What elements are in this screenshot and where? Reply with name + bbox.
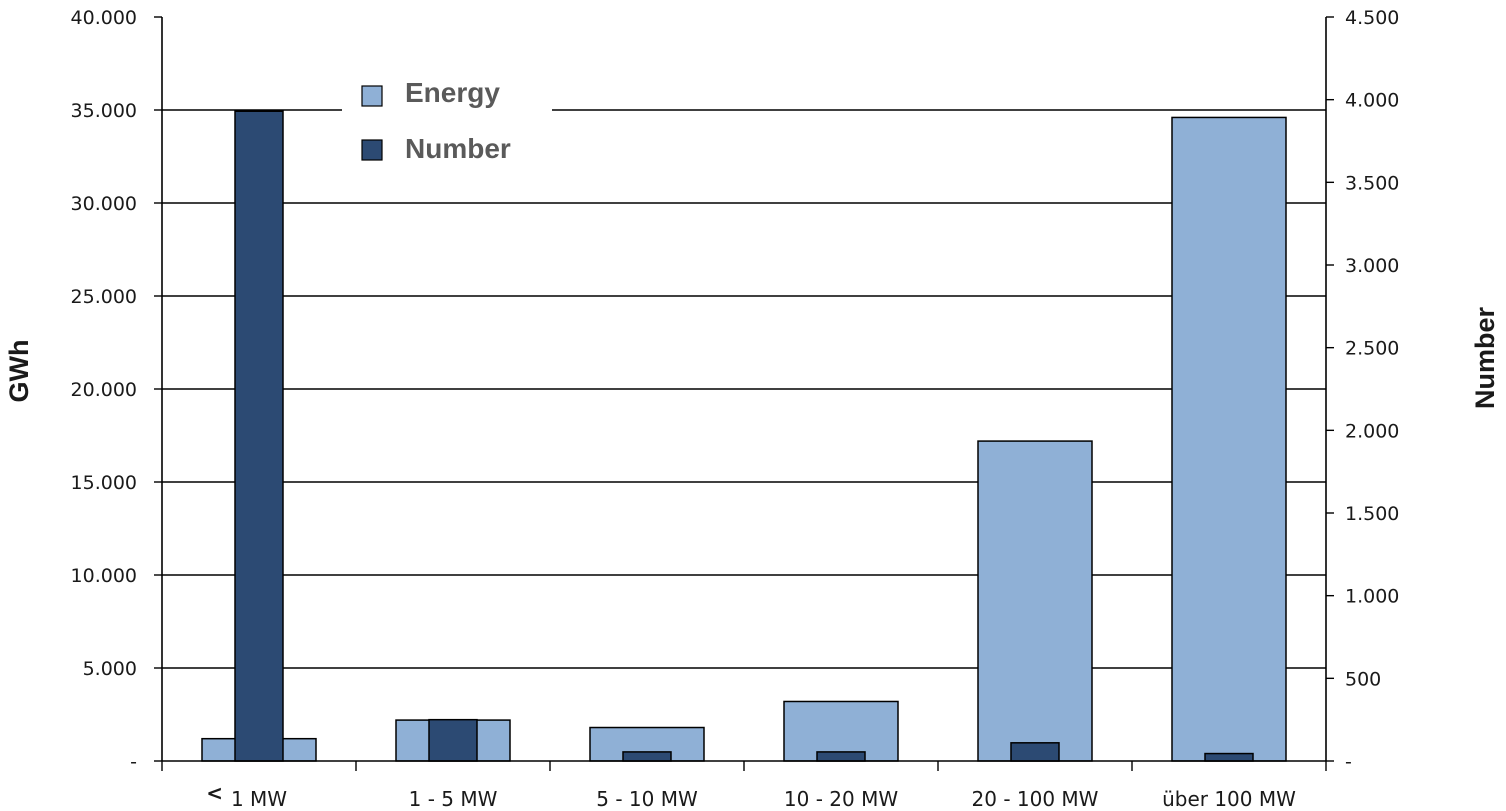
x-tick-label: 20 - 100 MW xyxy=(972,787,1099,811)
legend: Energy Number xyxy=(342,66,552,176)
y-tick-label-left: 15.000 xyxy=(71,472,137,494)
y-tick-label-right: 500 xyxy=(1345,668,1381,690)
y-tick-label-left: 10.000 xyxy=(71,565,137,587)
bar-energy xyxy=(977,440,1093,762)
y-axis-title-left: GWh xyxy=(4,340,34,403)
y-tick-label-left: 35.000 xyxy=(71,100,137,122)
legend-swatch-number xyxy=(361,139,383,161)
bar-number xyxy=(234,110,284,762)
y-tick-label-left: - xyxy=(130,751,137,773)
legend-label-number: Number xyxy=(405,133,511,164)
y-tick-label-left: 5.000 xyxy=(83,658,137,680)
bar-energy xyxy=(1171,116,1287,762)
y-tick-label-left: 20.000 xyxy=(71,379,137,401)
bars xyxy=(201,110,1287,762)
y-tick-label-right: 2.000 xyxy=(1345,420,1399,442)
y-tick-label-right: - xyxy=(1345,751,1352,773)
bar-number xyxy=(1204,752,1254,762)
x-tick-label: 10 - 20 MW xyxy=(784,787,898,811)
y-tick-label-right: 2.500 xyxy=(1345,338,1399,360)
y-tick-label-right: 4.000 xyxy=(1345,90,1399,112)
x-tick-label: 1 MW xyxy=(231,787,287,811)
x-tick-label-prefix: < xyxy=(206,781,223,805)
x-tick-label: 5 - 10 MW xyxy=(596,787,698,811)
y-tick-label-left: 30.000 xyxy=(71,193,137,215)
y-axis-title-right: Number xyxy=(1470,307,1500,410)
y-tick-label-left: 25.000 xyxy=(71,286,137,308)
legend-swatch-energy xyxy=(361,85,383,107)
bar-number xyxy=(1010,742,1060,762)
y-tick-label-right: 1.000 xyxy=(1345,586,1399,608)
y-tick-label-right: 4.500 xyxy=(1345,7,1399,29)
x-tick-label: über 100 MW xyxy=(1162,787,1296,811)
bar-number xyxy=(622,751,672,762)
y-tick-label-right: 1.500 xyxy=(1345,503,1399,525)
y-tick-label-left: 40.000 xyxy=(71,7,137,29)
y-tick-label-right: 3.000 xyxy=(1345,255,1399,277)
axes: - 5.000 10.000 15.000 20.000 25.000 30.000 35.0… xyxy=(71,7,1400,811)
legend-label-energy: Energy xyxy=(405,77,500,108)
gridlines xyxy=(162,109,1326,669)
bar-number xyxy=(428,718,478,762)
x-tick-label: 1 - 5 MW xyxy=(409,787,498,811)
bar-number xyxy=(816,751,866,762)
y-tick-label-right: 3.500 xyxy=(1345,172,1399,194)
